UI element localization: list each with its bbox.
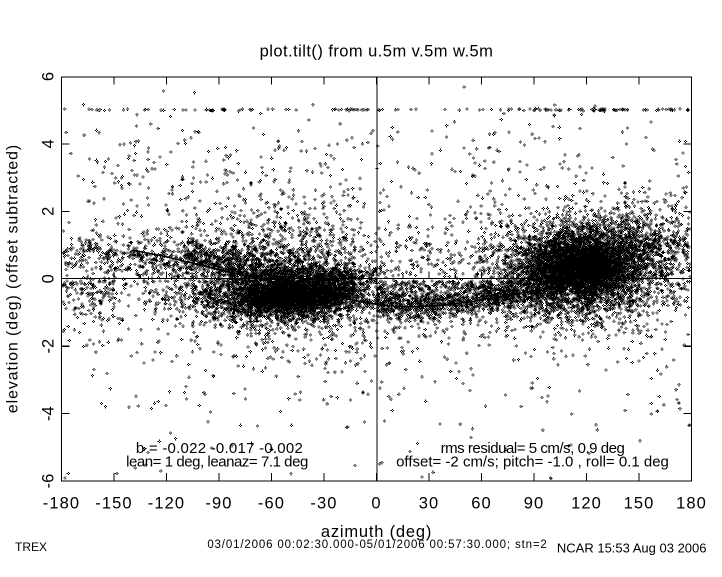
- svg-text:-4: -4: [40, 406, 58, 421]
- svg-text:30: 30: [419, 495, 440, 513]
- svg-text:TREX: TREX: [15, 540, 47, 554]
- svg-text:-120: -120: [148, 495, 185, 513]
- svg-text:4: 4: [40, 139, 58, 148]
- svg-text:-6: -6: [40, 474, 58, 489]
- svg-text:0: 0: [40, 274, 58, 283]
- svg-text:offset= -2 cm/s; pitch= -1.0 ,: offset= -2 cm/s; pitch= -1.0 , roll= 0.1…: [396, 454, 669, 471]
- svg-text:-180: -180: [43, 495, 80, 513]
- svg-text:03/01/2006 00:02:30.000-05/01/: 03/01/2006 00:02:30.000-05/01/2006 00:57…: [207, 539, 547, 551]
- svg-text:NCAR 15:53 Aug 03 2006: NCAR 15:53 Aug 03 2006: [557, 541, 707, 556]
- svg-text:-2: -2: [40, 339, 58, 354]
- svg-text:-30: -30: [310, 495, 337, 513]
- svg-text:-90: -90: [205, 495, 232, 513]
- svg-text:plot.tilt() from u.5m v.5m w.5: plot.tilt() from u.5m v.5m w.5m: [260, 43, 494, 61]
- svg-text:90: 90: [524, 495, 545, 513]
- svg-text:60: 60: [471, 495, 492, 513]
- svg-text:2: 2: [40, 207, 58, 216]
- svg-text:6: 6: [40, 72, 58, 81]
- svg-text:180: 180: [676, 495, 707, 513]
- svg-text:elevation (deg) (offset subtr: elevation (deg) (offset subtracted): [5, 144, 22, 413]
- svg-text:-150: -150: [95, 495, 132, 513]
- svg-text:150: 150: [624, 495, 655, 513]
- svg-text:120: 120: [571, 495, 602, 513]
- svg-text:-60: -60: [258, 495, 285, 513]
- svg-text:0: 0: [371, 495, 381, 513]
- svg-text:lean= 1 deg, leanaz= 7.1 deg: lean= 1 deg, leanaz= 7.1 deg: [126, 454, 308, 471]
